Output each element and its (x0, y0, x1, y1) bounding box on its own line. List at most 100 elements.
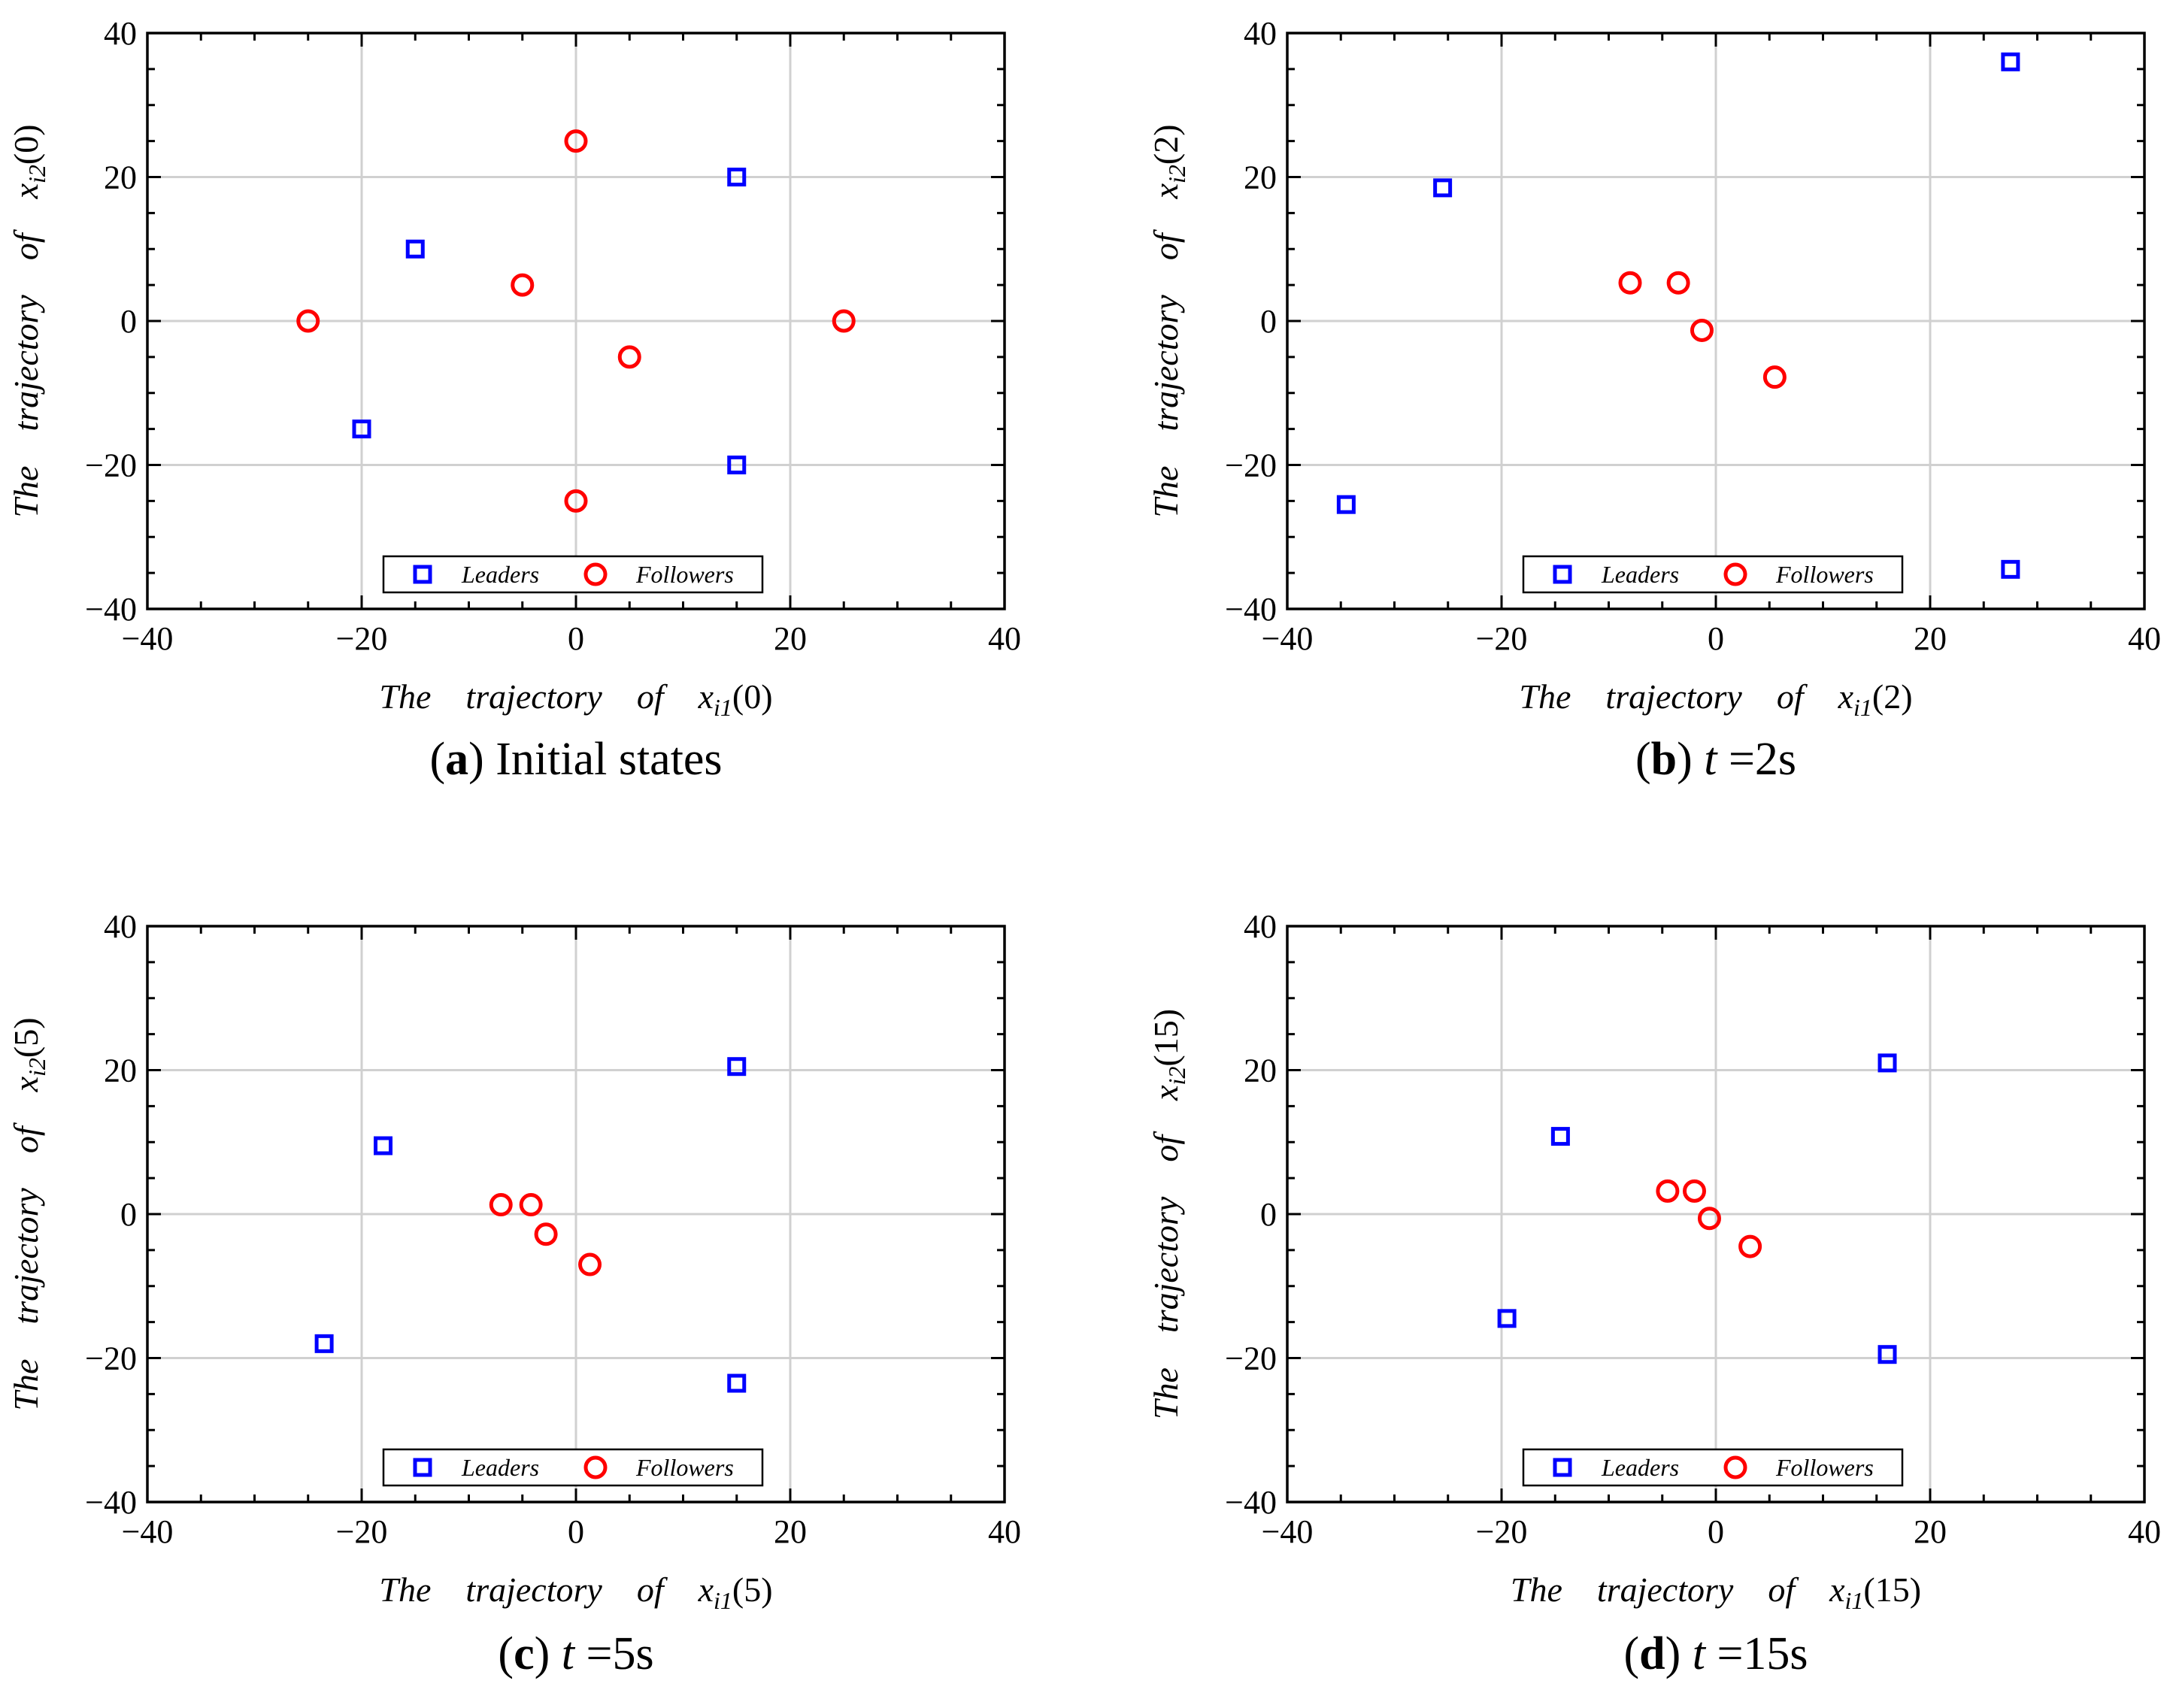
x-tick-label: 20 (774, 620, 807, 657)
x-tick-label: 20 (774, 1513, 807, 1550)
panel-caption: (a) Initial states (429, 734, 722, 785)
x-axis-label: The trajectory of xi1(2) (1519, 677, 1912, 721)
x-tick-label: −20 (1476, 1513, 1528, 1550)
y-tick-label: −20 (1225, 447, 1277, 484)
follower-marker (564, 489, 588, 513)
y-tick-label: 40 (1244, 908, 1277, 945)
legend: Leaders Followers (382, 1448, 764, 1487)
y-tick-label: −20 (1225, 1340, 1277, 1377)
chart-panel-c: −40 −20 0 20 40 −40 −20 0 20 40 The trajectory of … (7, 908, 1021, 1679)
y-tick-label: 0 (120, 303, 137, 340)
follower-marker (1683, 1179, 1706, 1203)
chart-panel-b: −40 −20 0 20 40 −40 −20 0 20 40 The trajectory of … (1147, 15, 2161, 785)
follower-marker (1697, 1207, 1721, 1231)
x-tick-label: −40 (1262, 620, 1314, 657)
y-tick-label: 20 (104, 159, 137, 196)
x-tick-label: −20 (336, 620, 388, 657)
x-tick-label: 20 (1914, 1513, 1947, 1550)
leader-marker (1878, 1053, 1897, 1073)
y-axis-label: The trajectory of xi2(2) (1147, 124, 1190, 517)
leader-marker (1336, 495, 1356, 514)
y-tick-label: −40 (1225, 591, 1277, 628)
legend-followers-label: Followers (635, 1454, 734, 1481)
legend-box (1522, 555, 1904, 594)
panel-caption: (b) t =2s (1635, 734, 1796, 785)
plot-frame (146, 925, 1006, 1504)
x-tick-label: −40 (122, 620, 174, 657)
x-tick-label: −40 (122, 1513, 174, 1550)
plot-frame (1286, 925, 2146, 1504)
legend-leaders-marker (413, 1458, 432, 1477)
x-tick-label: −20 (336, 1513, 388, 1550)
follower-marker (1618, 271, 1642, 295)
follower-marker (1738, 1234, 1762, 1258)
legend-followers-marker (583, 562, 608, 586)
x-axis-label: The trajectory of xi1(5) (379, 1570, 772, 1614)
x-tick-label: 40 (988, 1513, 1021, 1550)
legend-followers-label: Followers (1775, 1454, 1874, 1481)
y-tick-label: 40 (1244, 15, 1277, 52)
x-tick-label: 40 (2128, 620, 2161, 657)
leader-marker (727, 1057, 747, 1077)
follower-marker (519, 1193, 543, 1217)
y-tick-label: 0 (120, 1196, 137, 1233)
legend-box (382, 1448, 764, 1487)
x-tick-label: −40 (1262, 1513, 1314, 1550)
legend: Leaders Followers (1522, 1448, 1904, 1487)
legend-box (382, 555, 764, 594)
leader-marker (314, 1334, 334, 1353)
follower-marker (1656, 1179, 1680, 1203)
y-tick-label: −20 (85, 1340, 137, 1377)
y-tick-label: 0 (1260, 303, 1277, 340)
legend-leaders-marker (1553, 565, 1572, 584)
leader-marker (1433, 178, 1453, 198)
leader-marker (352, 419, 371, 439)
x-tick-label: 0 (568, 1513, 584, 1550)
y-axis-label: The trajectory of xi2(0) (7, 124, 50, 517)
leader-marker (2001, 559, 2020, 579)
y-axis-label: The trajectory of xi2(5) (7, 1017, 50, 1410)
legend-leaders-label: Leaders (461, 561, 539, 588)
leader-marker (727, 456, 747, 474)
y-tick-label: −40 (85, 1484, 137, 1521)
leader-marker (374, 1136, 392, 1155)
panel-caption: (c) t =5s (498, 1628, 653, 1679)
leader-marker (1550, 1127, 1570, 1146)
legend-leaders-label: Leaders (1601, 1454, 1679, 1481)
leader-marker (727, 1373, 747, 1393)
follower-marker (511, 273, 535, 297)
panel-caption: (d) t =15s (1623, 1628, 1808, 1679)
leader-marker (1497, 1309, 1517, 1328)
leader-marker (2001, 52, 2020, 71)
leader-marker (727, 168, 747, 186)
y-tick-label: 20 (1244, 1052, 1277, 1089)
chart-panel-d: −40 −20 0 20 40 −40 −20 0 20 40 The trajectory of … (1147, 908, 2161, 1679)
y-tick-label: −20 (85, 447, 137, 484)
plot-frame (146, 32, 1006, 610)
follower-marker (534, 1222, 558, 1246)
follower-marker (489, 1193, 513, 1217)
follower-marker (832, 309, 856, 333)
plot-frame (1286, 32, 2146, 610)
follower-marker (617, 345, 641, 369)
follower-marker (578, 1252, 602, 1276)
legend-followers-label: Followers (1775, 561, 1874, 588)
x-tick-label: 0 (568, 620, 584, 657)
follower-marker (1690, 318, 1714, 342)
x-axis-label: The trajectory of xi1(15) (1511, 1570, 1921, 1614)
x-tick-label: 40 (2128, 1513, 2161, 1550)
y-tick-label: 40 (104, 15, 137, 52)
legend-leaders-label: Leaders (461, 1454, 539, 1481)
x-tick-label: 0 (1708, 1513, 1724, 1550)
chart-panel-a: −40 −20 0 20 40 −40 −20 0 20 40 The trajectory of … (7, 15, 1021, 785)
leader-marker (405, 239, 425, 259)
y-axis-label: The trajectory of xi2(15) (1147, 1009, 1190, 1419)
x-tick-label: 0 (1708, 620, 1724, 657)
follower-marker (564, 129, 588, 153)
y-tick-label: 20 (104, 1052, 137, 1089)
legend-leaders-marker (1553, 1458, 1572, 1477)
x-axis-label: The trajectory of xi1(0) (379, 677, 772, 721)
y-tick-label: 40 (104, 908, 137, 945)
legend-leaders-marker (413, 565, 432, 584)
